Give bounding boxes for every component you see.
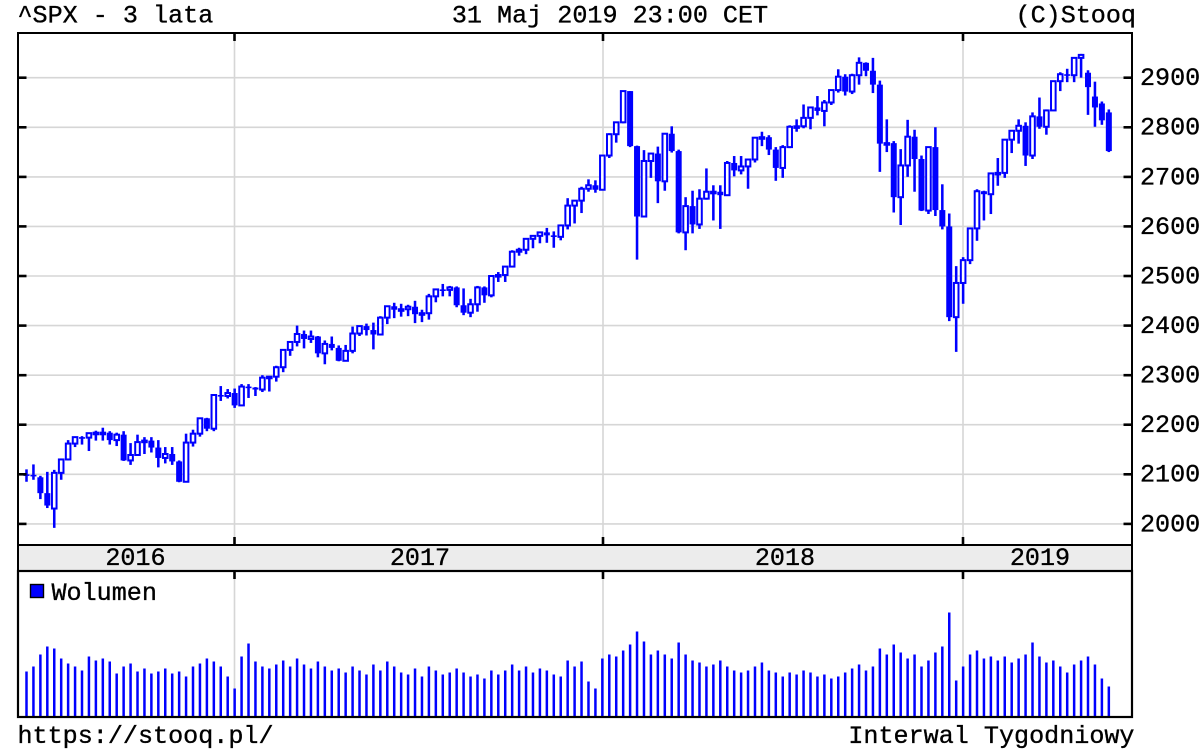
svg-text:2018: 2018 — [755, 544, 815, 573]
svg-text:2016: 2016 — [105, 544, 165, 573]
svg-text:(C)Stooq: (C)Stooq — [1016, 1, 1136, 30]
svg-text:2500: 2500 — [1140, 262, 1200, 291]
svg-text:2700: 2700 — [1140, 163, 1200, 192]
svg-text:^SPX - 3 lata: ^SPX - 3 lata — [18, 1, 214, 30]
svg-text:2100: 2100 — [1140, 461, 1200, 490]
svg-text:2600: 2600 — [1140, 213, 1200, 242]
svg-text:2019: 2019 — [1010, 544, 1070, 573]
svg-text:2400: 2400 — [1140, 312, 1200, 341]
svg-text:2017: 2017 — [390, 544, 450, 573]
svg-text:Interwal Tygodniowy: Interwal Tygodniowy — [848, 722, 1134, 750]
svg-text:Wolumen: Wolumen — [52, 579, 157, 608]
svg-text:2800: 2800 — [1140, 114, 1200, 143]
svg-text:31 Maj 2019 23:00 CET: 31 Maj 2019 23:00 CET — [452, 1, 768, 30]
svg-text:2300: 2300 — [1140, 362, 1200, 391]
svg-text:2000: 2000 — [1140, 510, 1200, 539]
svg-text:2200: 2200 — [1140, 411, 1200, 440]
svg-text:2900: 2900 — [1140, 64, 1200, 93]
svg-text:https://stooq.pl/: https://stooq.pl/ — [18, 722, 274, 750]
